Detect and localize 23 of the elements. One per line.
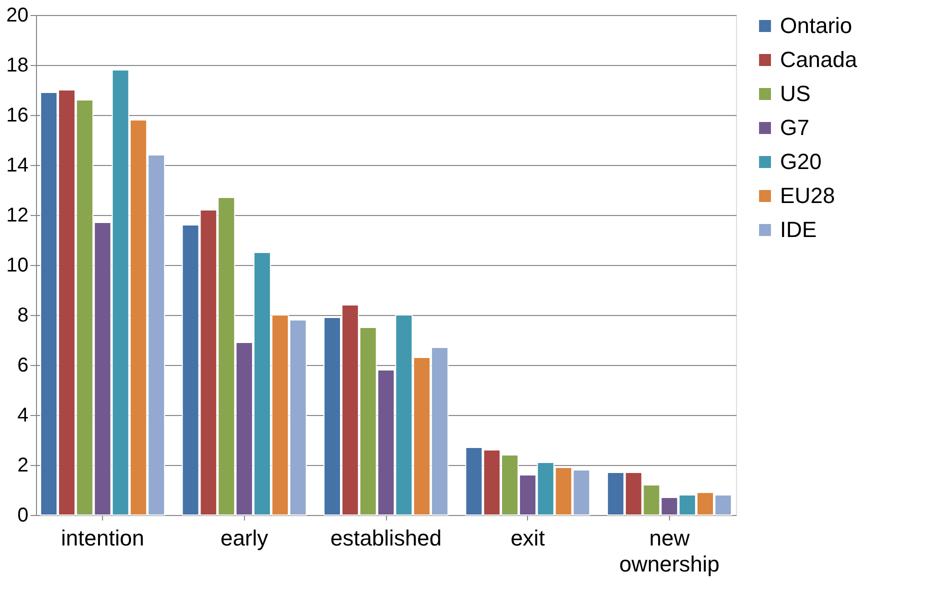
legend-label: Ontario [780,13,852,38]
y-tick-label: 18 [6,54,28,76]
x-tick-label: established [330,526,442,550]
y-tick-label: 16 [6,104,28,126]
legend-label: G20 [780,149,822,174]
y-tick-label: 8 [17,304,28,326]
legend-label: G7 [780,115,810,140]
legend-label: EU28 [780,183,836,208]
legend-label: IDE [780,217,817,242]
x-tick-label: exit [510,526,545,550]
y-tick-label: 10 [6,254,28,276]
y-tick-label: 2 [17,454,28,476]
x-tick-label: new ownership [619,526,720,576]
x-tick-label: intention [61,526,144,550]
y-tick-label: 6 [17,354,28,376]
legend-label: Canada [780,47,858,72]
y-tick-label: 14 [6,154,28,176]
x-tick-label: early [220,526,268,550]
y-tick-label: 12 [6,204,28,226]
y-tick-label: 0 [17,504,28,526]
legend-label: US [780,81,811,106]
y-tick-label: 20 [6,4,28,26]
y-tick-label: 4 [17,404,28,426]
